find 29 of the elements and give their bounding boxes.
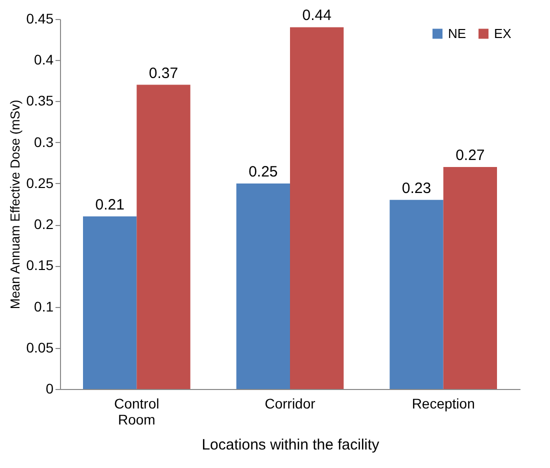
bar <box>236 183 290 389</box>
y-tick-label: 0.2 <box>34 216 54 232</box>
bar <box>290 27 344 389</box>
legend-label: EX <box>494 26 512 41</box>
y-tick-label: 0.15 <box>26 257 54 274</box>
y-tick-label: 0.4 <box>34 52 54 68</box>
data-label: 0.37 <box>148 64 178 82</box>
data-label: 0.44 <box>302 7 332 24</box>
y-tick-label: 0.05 <box>26 339 54 356</box>
legend-label: NE <box>448 26 466 41</box>
bar <box>443 167 497 389</box>
y-tick-label: 0.35 <box>26 92 54 109</box>
bar <box>83 216 137 389</box>
y-tick-label: 0.25 <box>26 174 54 191</box>
bar <box>136 84 190 389</box>
x-tick-label: Control Room <box>114 396 160 428</box>
x-tick-label: Corridor <box>264 396 316 412</box>
y-tick-label: 0.3 <box>34 134 54 150</box>
bar <box>390 200 444 389</box>
y-tick-label: 0.45 <box>26 10 54 26</box>
y-tick-label: 0.1 <box>34 298 54 314</box>
x-axis-title: Locations within the facility <box>202 436 380 454</box>
y-tick-label: 0 <box>46 380 54 396</box>
data-label: 0.21 <box>95 196 124 214</box>
data-label: 0.25 <box>248 163 278 180</box>
data-label: 0.23 <box>402 180 432 197</box>
y-axis-title: Mean Annuam Effective Dose (mSv) <box>7 100 22 310</box>
x-tick-label: Reception <box>412 396 475 412</box>
data-label: 0.27 <box>456 147 485 164</box>
